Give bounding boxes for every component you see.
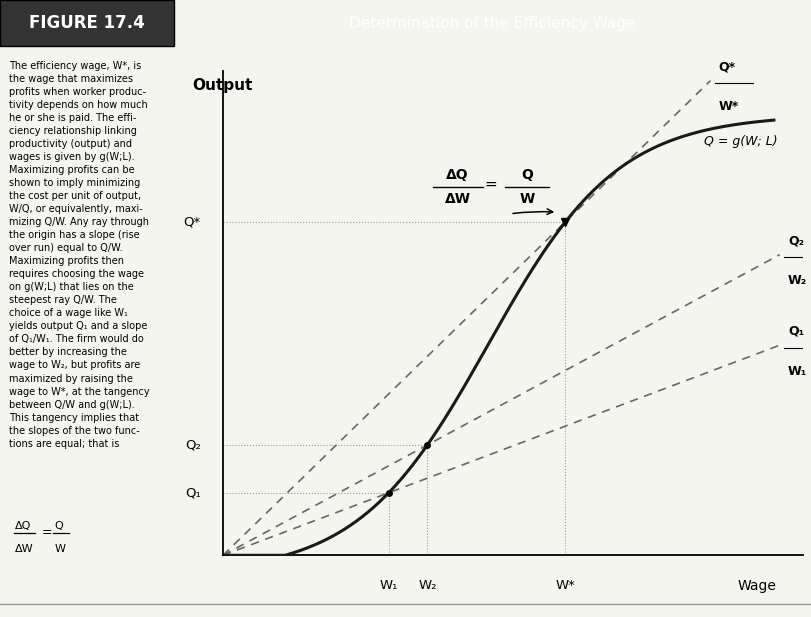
Text: The efficiency wage, W*, is
the wage that maximizes
profits when worker produc-
: The efficiency wage, W*, is the wage tha… xyxy=(9,60,149,449)
Text: ΔQ: ΔQ xyxy=(446,168,469,182)
Text: Q₁: Q₁ xyxy=(788,325,804,338)
Text: Q*: Q* xyxy=(183,215,201,228)
Text: Q*: Q* xyxy=(719,60,736,73)
Text: ΔW: ΔW xyxy=(15,544,34,553)
Text: FIGURE 17.4: FIGURE 17.4 xyxy=(29,14,145,32)
Text: W*: W* xyxy=(719,100,739,113)
Text: Q: Q xyxy=(55,521,63,531)
Text: ΔW: ΔW xyxy=(444,193,470,206)
Text: W₁: W₁ xyxy=(788,365,807,378)
Text: W*: W* xyxy=(556,579,575,592)
Text: ΔQ: ΔQ xyxy=(15,521,32,531)
Text: Q: Q xyxy=(521,168,533,182)
Text: Q₁: Q₁ xyxy=(185,486,201,499)
Text: W: W xyxy=(519,193,534,206)
Text: W₁: W₁ xyxy=(380,579,398,592)
Text: Output: Output xyxy=(193,78,253,93)
Text: Q₂: Q₂ xyxy=(788,234,804,247)
Text: Q₂: Q₂ xyxy=(185,439,201,452)
FancyBboxPatch shape xyxy=(0,0,174,46)
Text: W₂: W₂ xyxy=(418,579,436,592)
Text: =: = xyxy=(42,526,53,539)
Text: Q = g(W; L): Q = g(W; L) xyxy=(704,135,778,148)
Text: W: W xyxy=(55,544,66,553)
Text: Wage: Wage xyxy=(737,579,776,592)
Text: Determination of the Efficiency Wage: Determination of the Efficiency Wage xyxy=(350,15,636,31)
Text: =: = xyxy=(484,177,497,193)
Text: W₂: W₂ xyxy=(788,274,807,287)
